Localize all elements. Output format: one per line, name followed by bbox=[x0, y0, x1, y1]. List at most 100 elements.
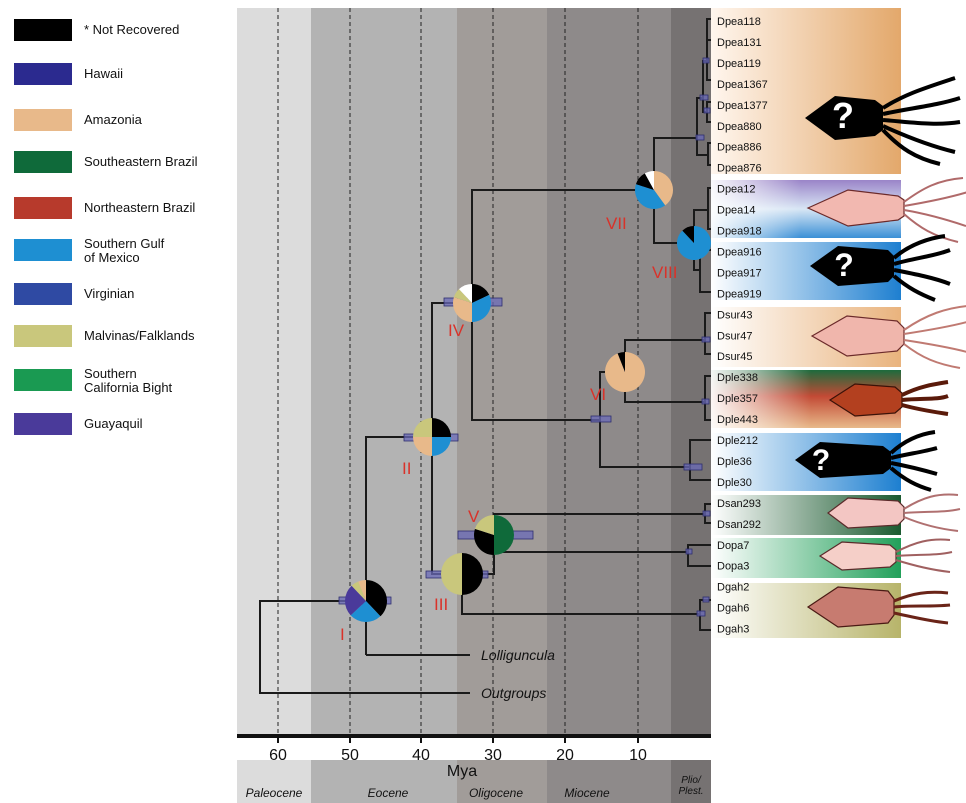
pie-slice bbox=[682, 226, 694, 243]
pie-slice bbox=[358, 580, 366, 601]
taxon-label: Dple357 bbox=[717, 393, 758, 405]
axis-tick-label: 10 bbox=[629, 747, 647, 764]
legend-label: Malvinas/Falklands bbox=[84, 328, 195, 343]
legend-label: Southeastern Brazil bbox=[84, 154, 198, 169]
pie-slice bbox=[494, 515, 514, 555]
pie-slice bbox=[413, 418, 432, 437]
taxon-label: Dopa3 bbox=[717, 561, 749, 573]
pie-slice bbox=[432, 437, 451, 456]
epoch-label: Oligocene bbox=[469, 786, 523, 800]
legend-item: Virginian bbox=[14, 283, 134, 305]
pie-slice bbox=[351, 581, 366, 601]
pie-slice bbox=[458, 284, 472, 303]
legend-swatch bbox=[14, 151, 72, 173]
node-label-v: V bbox=[468, 507, 480, 526]
legend-label: Northeastern Brazil bbox=[84, 200, 195, 215]
node-label-vi: VI bbox=[590, 385, 606, 404]
pie-slice bbox=[474, 515, 494, 535]
legend-label: Southern California Bight bbox=[84, 366, 173, 395]
pie-slice bbox=[635, 173, 654, 190]
squid-silhouette-unknown: ? bbox=[795, 430, 938, 492]
pie-slice bbox=[472, 284, 490, 303]
legend-label: Hawaii bbox=[84, 66, 123, 81]
legend-swatch bbox=[14, 197, 72, 219]
pie-slice bbox=[453, 289, 472, 303]
taxon-label: Dple443 bbox=[717, 414, 758, 426]
epoch-label: Eocene bbox=[368, 786, 409, 800]
pie-slice bbox=[472, 294, 491, 322]
taxon-label: Dple212 bbox=[717, 435, 758, 447]
taxon-label: Dpea918 bbox=[717, 226, 762, 238]
squid-drawing-red bbox=[828, 380, 949, 417]
legend-item: Southern California Bight bbox=[14, 366, 173, 395]
node-pie-i bbox=[345, 580, 387, 622]
taxon-label: Dpea886 bbox=[717, 142, 762, 154]
taxon-label: Dpea119 bbox=[717, 58, 761, 70]
pie-slice bbox=[441, 553, 462, 595]
legend-item: Southeastern Brazil bbox=[14, 151, 198, 173]
time-axis: 60 50 40 30 20 10 Mya bbox=[237, 734, 711, 780]
epoch-label-plio: Plio/Plest. bbox=[678, 775, 703, 797]
squid-silhouette-unknown: ? bbox=[805, 76, 961, 166]
node-pie-iii bbox=[441, 553, 483, 595]
pie-slice bbox=[654, 171, 673, 206]
pie-slice bbox=[413, 437, 432, 456]
axis-tick-label: 60 bbox=[269, 747, 287, 764]
legend-item: Amazonia bbox=[14, 109, 143, 131]
taxon-label: Dpea131 bbox=[717, 37, 762, 49]
axis-tick-label: 40 bbox=[412, 747, 430, 764]
squid-drawing-pink bbox=[806, 177, 966, 243]
lolliguncula-label: Lolliguncula bbox=[481, 647, 555, 663]
taxon-label: Dgah3 bbox=[717, 624, 749, 636]
axis-tick-label: 30 bbox=[484, 747, 502, 764]
taxon-label: Dpea118 bbox=[717, 16, 761, 28]
legend-label: Guayaquil bbox=[84, 416, 143, 431]
pie-slice bbox=[474, 528, 494, 555]
legend-label: Amazonia bbox=[84, 112, 143, 127]
taxon-label: Dsur45 bbox=[717, 351, 752, 363]
node-pie-v bbox=[474, 515, 514, 555]
legend-item: Hawaii bbox=[14, 63, 123, 85]
legend-swatch bbox=[14, 19, 72, 41]
legend-item: * Not Recovered bbox=[14, 19, 179, 41]
epoch-label: Paleocene bbox=[246, 786, 303, 800]
taxon-label: Dopa7 bbox=[717, 540, 749, 552]
squid-drawing-pink bbox=[818, 538, 953, 573]
taxon-label: Dgah2 bbox=[717, 582, 749, 594]
node-pie-ii bbox=[413, 418, 451, 456]
taxon-label: Dpea917 bbox=[717, 267, 762, 279]
outgroups-label: Outgroups bbox=[481, 685, 546, 701]
pie-slice bbox=[644, 171, 654, 190]
legend-swatch bbox=[14, 63, 72, 85]
taxon-label: Dple36 bbox=[717, 456, 752, 468]
pie-slice bbox=[453, 297, 472, 322]
legend-swatch bbox=[14, 369, 72, 391]
taxon-label: Dgah6 bbox=[717, 603, 749, 615]
question-mark: ? bbox=[832, 95, 854, 136]
pie-slice bbox=[350, 601, 381, 622]
taxon-label: Dsur47 bbox=[717, 330, 752, 342]
legend-swatch bbox=[14, 413, 72, 435]
taxon-label: Dpea919 bbox=[717, 288, 762, 300]
taxon-label: Dpea1367 bbox=[717, 79, 768, 91]
taxon-label: Dpea880 bbox=[717, 121, 762, 133]
axis-label: Mya bbox=[447, 763, 477, 780]
pie-slice bbox=[366, 580, 387, 617]
legend-item: Southern Gulf of Mexico bbox=[14, 236, 165, 265]
pie-slice bbox=[617, 352, 625, 372]
squid-drawing-pink bbox=[810, 305, 966, 369]
squid-drawing-pink bbox=[827, 493, 961, 532]
pie-slice bbox=[462, 553, 483, 595]
node-pies bbox=[345, 171, 711, 622]
taxon-labels: Dpea118 Dpea131 Dpea119 Dpea1367 Dpea1377 Dpe… bbox=[717, 16, 768, 636]
taxon-label: Dple30 bbox=[717, 477, 752, 489]
epoch-bands bbox=[237, 8, 711, 803]
question-mark: ? bbox=[812, 444, 830, 477]
pie-slice bbox=[432, 418, 451, 437]
legend-swatch bbox=[14, 239, 72, 261]
node-label-ii: II bbox=[402, 459, 411, 478]
node-pie-iv bbox=[453, 284, 491, 322]
question-mark: ? bbox=[834, 247, 854, 283]
node-label-iv: IV bbox=[448, 321, 465, 340]
taxon-label: Dsan293 bbox=[717, 498, 761, 510]
